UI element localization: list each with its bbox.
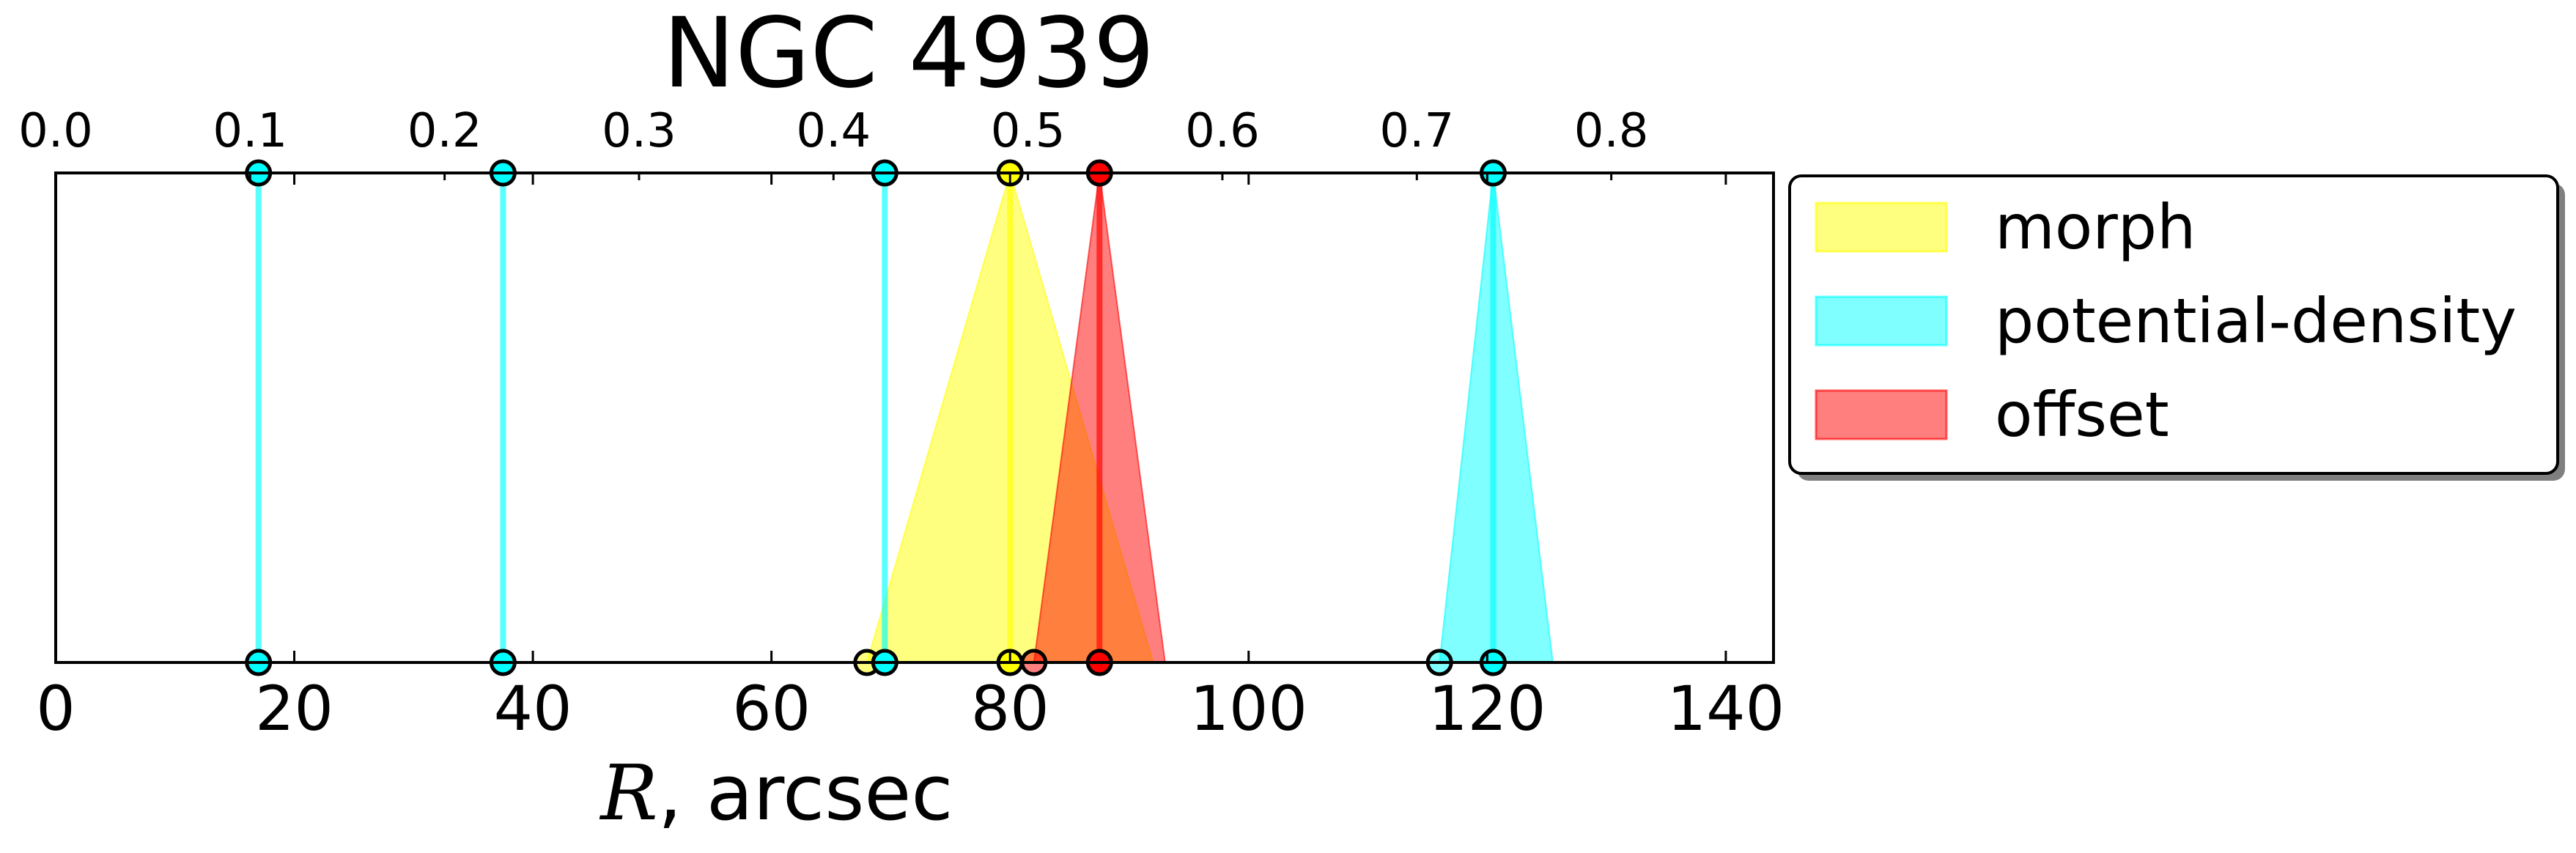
x-axis-bottom: 0 20 40 60 80 100 120 140 — [36, 173, 1785, 745]
legend-swatch-morph — [1815, 202, 1948, 253]
top-x-tick-label: 0.8 — [1574, 104, 1649, 158]
plot-frame — [54, 171, 1775, 664]
x-tick-label: 0 — [36, 673, 75, 745]
x-axis-label-unit: , arcsec — [658, 748, 953, 838]
legend-label-potential-density: potential-density — [1995, 285, 2517, 357]
x-tick-label: 20 — [255, 673, 333, 745]
x-tick-label: 100 — [1190, 673, 1307, 745]
chart-title: NGC 4939 — [663, 0, 1154, 110]
x-axis-top: 0.0 0.1 0.2 0.3 0.4 0.5 0.6 0.7 0.8 — [18, 104, 1649, 180]
top-x-tick-label: 0.3 — [602, 104, 676, 158]
plot-area — [245, 159, 1554, 676]
legend-label-morph: morph — [1995, 191, 2196, 263]
legend: morph potential-density offset — [1788, 174, 2565, 481]
potential-density-range-triangle — [1439, 172, 1554, 663]
top-x-tick-label: 0.4 — [796, 104, 871, 158]
x-tick-label: 80 — [971, 673, 1049, 745]
x-axis-label-variable: R — [599, 748, 657, 838]
x-tick-label: 140 — [1667, 673, 1785, 745]
legend-swatch-potential-density — [1815, 295, 1948, 347]
legend-swatch-offset — [1815, 389, 1948, 440]
top-x-tick-label: 0.7 — [1379, 104, 1454, 158]
x-axis-label: R, arcsec — [599, 748, 953, 838]
top-x-tick-label: 0.1 — [213, 104, 287, 158]
top-x-tick-label: 0.2 — [407, 104, 482, 158]
top-x-tick-label: 0.5 — [991, 104, 1066, 158]
legend-box — [1788, 174, 2559, 475]
x-tick-label: 40 — [494, 673, 572, 745]
top-x-tick-label: 0.0 — [18, 104, 93, 158]
x-tick-label: 120 — [1428, 673, 1546, 745]
x-tick-label: 60 — [732, 673, 811, 745]
top-x-tick-label: 0.6 — [1185, 104, 1260, 158]
legend-label-offset: offset — [1995, 379, 2169, 451]
